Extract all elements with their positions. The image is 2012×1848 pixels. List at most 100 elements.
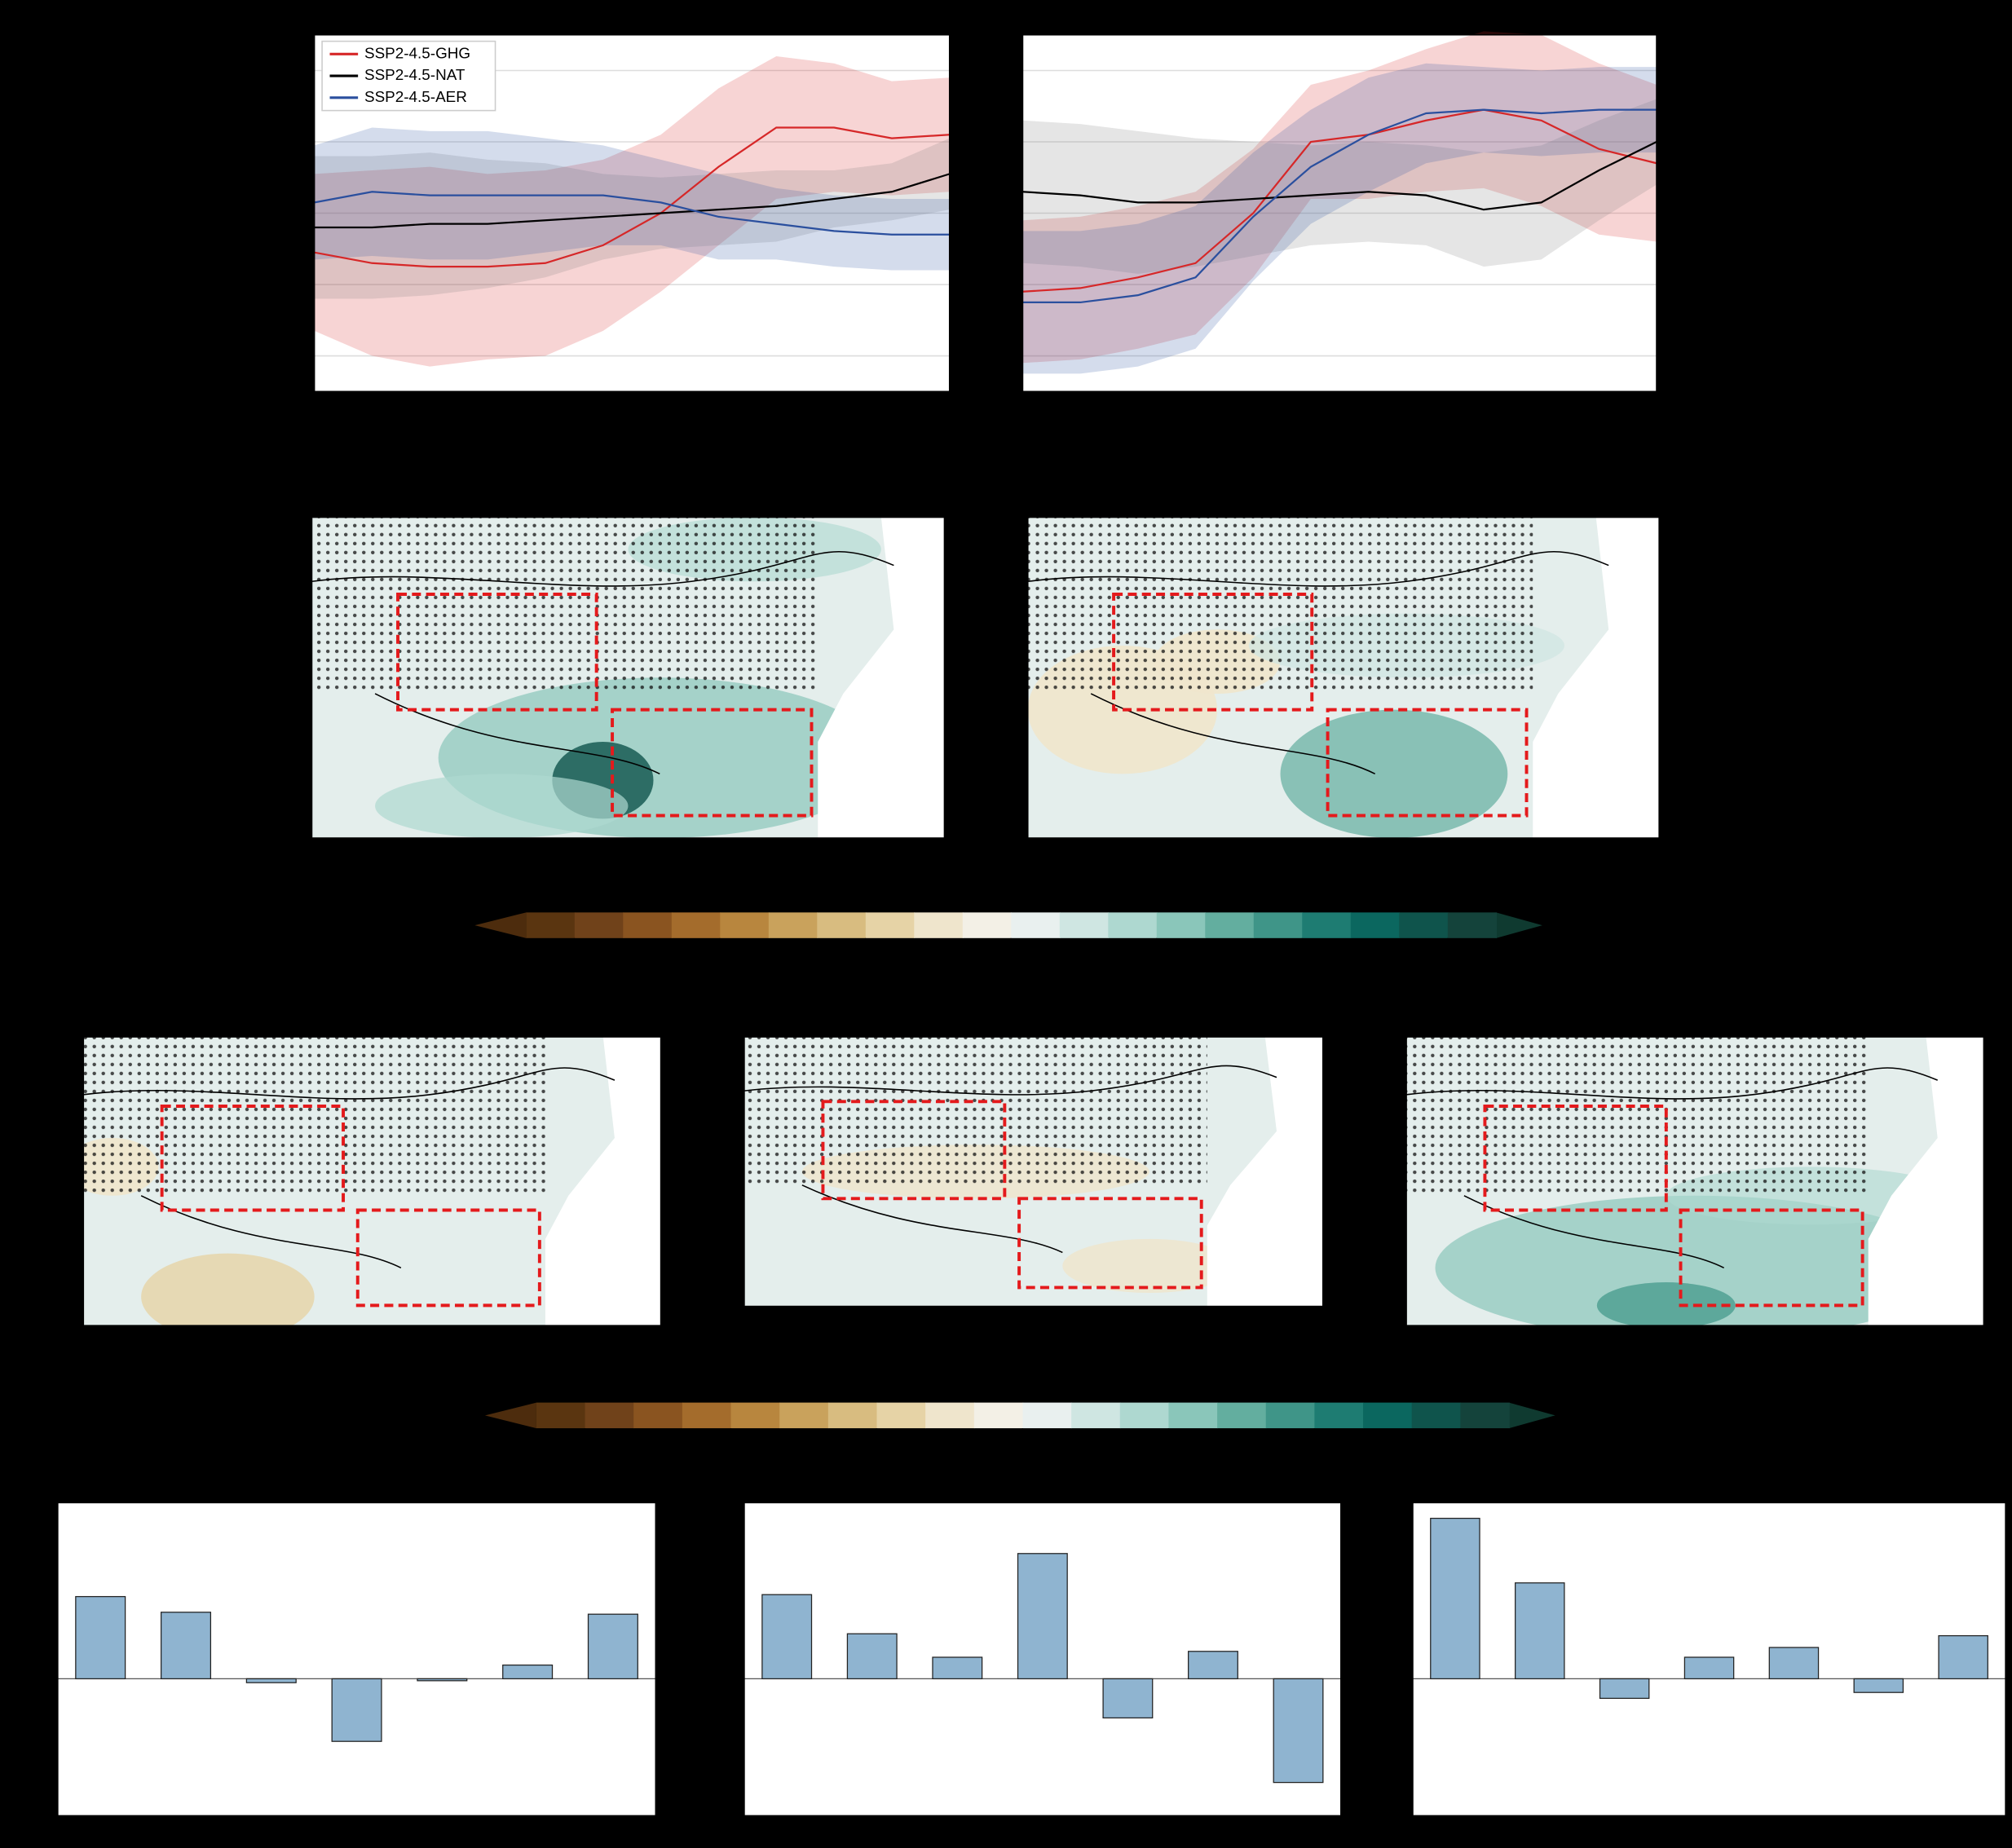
colorbar-segment	[865, 912, 916, 938]
colorbar-segment	[1059, 912, 1110, 938]
series-line	[314, 126, 950, 268]
y-tick-label: 0	[38, 1669, 47, 1687]
panel-title: (b) Humid region	[1244, 1, 1435, 29]
borders	[743, 1065, 1277, 1254]
ocean	[1533, 517, 1660, 839]
legend-label: SSP2-4.5-NAT	[364, 67, 465, 84]
y-tick-label: -2	[33, 1747, 47, 1766]
y-axis-label: Precipitation anomaly (mm)	[246, 112, 265, 315]
lat-label: 40°N	[269, 668, 307, 686]
stippling	[1406, 1037, 1869, 1196]
colorbar-segment	[1205, 912, 1255, 938]
bar	[1017, 1553, 1068, 1680]
colorbar-segment	[1399, 912, 1449, 938]
series-line	[314, 173, 951, 229]
map-body	[1027, 517, 1660, 839]
map-frame	[1026, 516, 1660, 839]
region-box	[1483, 1105, 1668, 1212]
colorbar-segment	[1350, 912, 1401, 938]
region-box	[355, 1208, 541, 1308]
plot-frame	[313, 33, 951, 393]
lon-label: 100°E	[1672, 1334, 1718, 1352]
shading	[1280, 709, 1508, 839]
lon-label: 120°E	[1816, 1334, 1862, 1352]
bar	[75, 1595, 126, 1680]
uncertainty-band	[1022, 63, 1657, 374]
colorbar-tick-label: 0	[1004, 946, 1018, 973]
lat-label: 30°N	[269, 748, 307, 766]
series-line	[1022, 141, 1657, 211]
bar	[1683, 1656, 1735, 1680]
map-body	[83, 1037, 661, 1326]
colorbar-tick-label: 0	[1016, 1436, 1030, 1463]
bar	[932, 1656, 983, 1680]
colorbar-segment	[817, 912, 867, 938]
lat-label: 20°N	[702, 1296, 739, 1315]
lon-label: 80°E	[1533, 1334, 1569, 1352]
colorbar-segment	[768, 912, 818, 938]
colorbar-tick-label: 15	[1143, 946, 1170, 973]
y-tick-label: 4	[1393, 1512, 1402, 1531]
colorbar-segment	[876, 1402, 926, 1429]
colorbar-extend	[484, 1402, 536, 1429]
panel-title: (c) Precipitation trend, SSP2-4.5-GHG	[421, 486, 835, 513]
ocean	[1207, 1037, 1323, 1307]
bar	[1853, 1678, 1904, 1693]
stippling	[83, 1037, 545, 1196]
colorbar-extend	[1496, 912, 1542, 938]
lon-label: 140°E	[1300, 1314, 1346, 1333]
colorbar-segment	[1253, 912, 1304, 938]
region-box	[1017, 1197, 1203, 1290]
bar	[1515, 1582, 1565, 1680]
y-tick-label: -2	[1388, 1747, 1402, 1766]
region-box	[1112, 593, 1314, 712]
lon-label: 80°E	[1167, 845, 1204, 864]
colorbar-segment	[779, 1402, 829, 1429]
y-tick-label: 0	[725, 1669, 734, 1687]
y-tick-label: 2	[38, 1590, 47, 1609]
y-tick-label: 20	[994, 60, 1013, 79]
colorbar-segment	[1119, 1402, 1170, 1429]
lat-label: 40°N	[1364, 1171, 1401, 1189]
colorbar-segment	[827, 1402, 878, 1429]
colorbar-segment	[1108, 912, 1158, 938]
y-tick-label: 4	[38, 1512, 47, 1531]
lon-label: 60°E	[293, 845, 330, 864]
y-tick-label: 2	[1393, 1590, 1402, 1609]
map-frame	[743, 1036, 1324, 1308]
bar	[1768, 1647, 1820, 1680]
colorbar-segment	[623, 912, 673, 938]
shading	[1062, 1238, 1237, 1294]
region-box	[1679, 1208, 1864, 1308]
bar	[160, 1612, 212, 1680]
panel-title: (e) Net shortwave radiation, SSP2-4.5-GH…	[135, 1005, 609, 1032]
lon-label: 80°E	[871, 1314, 907, 1333]
uncertainty-band	[1022, 31, 1657, 364]
series-line	[314, 191, 950, 236]
map-frame	[82, 1036, 662, 1326]
series-line	[1022, 108, 1657, 293]
lon-label: 140°E	[638, 1334, 684, 1352]
lat-label: 20°N	[1364, 1316, 1401, 1334]
ocean	[545, 1037, 661, 1326]
colorbar-segment	[585, 1402, 635, 1429]
map-frame	[311, 516, 946, 839]
lon-label: 100°E	[1011, 1314, 1057, 1333]
y-tick-label: 4	[725, 1512, 734, 1531]
borders	[1406, 1067, 1939, 1269]
shading	[1435, 1195, 1955, 1326]
lat-label: 40°N	[702, 1162, 739, 1180]
region-box	[821, 1100, 1007, 1201]
colorbar-segment	[633, 1402, 683, 1429]
panel-title: (a) Dryland	[568, 1, 695, 29]
y-tick-label: 0	[1003, 203, 1012, 222]
colorbar-segment	[1022, 1402, 1072, 1429]
lat-label: 20°N	[269, 827, 307, 846]
lat-label: 50°N	[702, 1094, 739, 1113]
colorbar-segment	[1460, 1402, 1510, 1429]
bar	[417, 1678, 468, 1682]
y-tick-label: -10	[280, 274, 304, 293]
lat-label: 50°N	[269, 587, 307, 606]
shading	[375, 774, 629, 839]
